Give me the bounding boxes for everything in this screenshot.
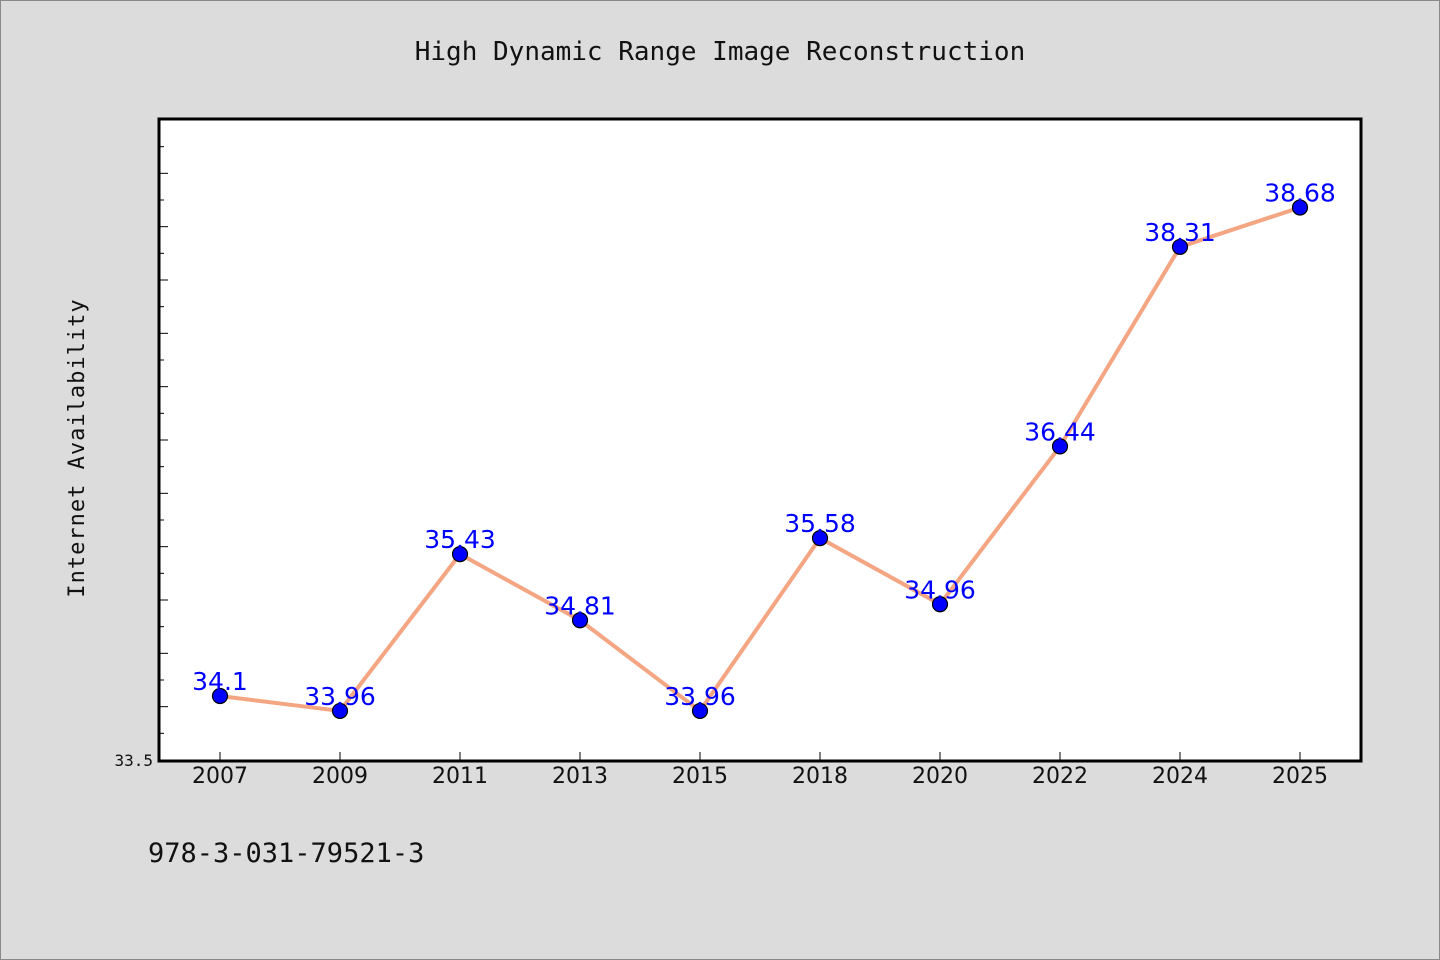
x-tick-label: 2015 — [672, 764, 728, 789]
data-point — [571, 612, 589, 629]
data-label: 33.96 — [664, 682, 736, 711]
data-label: 34.1 — [192, 667, 248, 696]
series-line — [218, 205, 1302, 713]
chart-title: High Dynamic Range Image Reconstruction — [415, 37, 1025, 67]
x-tick-label: 2013 — [552, 764, 608, 789]
data-point — [811, 530, 829, 547]
data-label: 35.58 — [784, 509, 856, 538]
x-tick-label: 2007 — [192, 764, 248, 789]
data-point — [1291, 199, 1309, 216]
y-tick-label: 33.5 — [114, 751, 153, 770]
data-label: 36.44 — [1024, 417, 1096, 446]
data-point — [211, 687, 229, 705]
y-axis-ticks: 33.5 — [114, 146, 168, 770]
plot-area — [157, 117, 1363, 763]
x-tick-label: 2022 — [1032, 764, 1088, 789]
x-tick-label: 2018 — [792, 764, 848, 789]
data-point — [691, 702, 709, 720]
series-line-group — [218, 205, 1302, 713]
data-point — [451, 546, 469, 563]
x-axis-ticks: 2007 2009 2011 2013 2015 2018 2020 2022 2024 2025 — [192, 752, 1328, 789]
data-label: 34.96 — [904, 575, 976, 604]
data-point — [931, 596, 949, 613]
data-label: 34.81 — [544, 591, 616, 620]
data-point — [1051, 438, 1069, 455]
x-tick-label: 2024 — [1152, 764, 1208, 789]
x-tick-label: 2025 — [1272, 764, 1328, 789]
data-point — [1171, 238, 1189, 256]
data-point — [331, 702, 349, 720]
x-tick-label: 2020 — [912, 764, 968, 789]
footer-isbn: 978-3-031-79521-3 — [148, 838, 424, 869]
y-axis-label: Internet Availability — [65, 298, 90, 597]
x-tick-label: 2009 — [312, 764, 368, 789]
series-marker-group — [211, 199, 1309, 720]
x-tick-label: 2011 — [432, 764, 488, 789]
data-label-group: 34.1 33.96 35.43 34.81 33.96 35.58 34.96 36.44 3… — [192, 178, 1336, 710]
data-label: 38.31 — [1144, 218, 1216, 247]
data-label: 38.68 — [1264, 178, 1336, 207]
data-label: 33.96 — [304, 682, 376, 711]
data-label: 35.43 — [424, 525, 496, 554]
